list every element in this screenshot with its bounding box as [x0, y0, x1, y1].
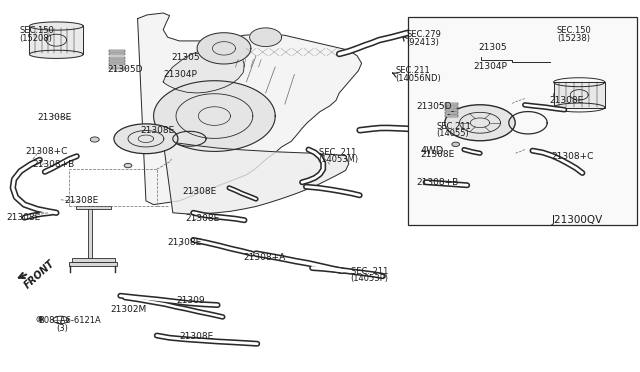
Text: (15238): (15238): [557, 34, 590, 43]
Text: SEC.279: SEC.279: [406, 30, 441, 39]
Bar: [408, 17, 637, 225]
Ellipse shape: [452, 142, 460, 147]
Ellipse shape: [29, 50, 83, 58]
Text: 21308E: 21308E: [182, 187, 217, 196]
Text: (15208): (15208): [19, 34, 52, 43]
Bar: [445, 103, 458, 105]
Text: 21308E: 21308E: [420, 150, 455, 159]
Text: SEC. 211: SEC. 211: [319, 148, 356, 157]
Text: (3): (3): [56, 324, 68, 333]
Text: 21308E: 21308E: [186, 214, 220, 223]
Text: 21309: 21309: [176, 296, 205, 305]
Bar: [69, 262, 117, 266]
Bar: [29, 26, 83, 54]
Text: B: B: [37, 317, 42, 322]
Bar: [88, 206, 92, 262]
Text: 21305D: 21305D: [108, 65, 143, 74]
Text: (14056ND): (14056ND): [396, 74, 441, 83]
Text: 21302M: 21302M: [110, 305, 147, 314]
Text: 21308E: 21308E: [168, 238, 202, 247]
Text: 21308E: 21308E: [64, 196, 99, 205]
Polygon shape: [138, 13, 362, 205]
Bar: [445, 112, 458, 114]
Text: J21300QV: J21300QV: [552, 215, 603, 225]
Polygon shape: [554, 82, 605, 108]
Text: (14053P): (14053P): [351, 275, 388, 283]
Text: 21305D: 21305D: [416, 102, 451, 110]
Polygon shape: [163, 141, 349, 214]
Text: 21308E: 21308E: [179, 332, 214, 341]
Text: 21308E: 21308E: [37, 113, 72, 122]
Text: 21304P: 21304P: [164, 70, 198, 79]
Text: SEC.211: SEC.211: [396, 66, 430, 75]
Bar: [109, 67, 125, 69]
Ellipse shape: [114, 124, 178, 154]
Text: 21308E: 21308E: [6, 213, 41, 222]
Text: (14053M): (14053M): [319, 155, 359, 164]
Text: (92413): (92413): [406, 38, 439, 47]
Text: 21308E: 21308E: [141, 126, 175, 135]
Text: FRONT: FRONT: [22, 259, 57, 291]
Text: SEC.211: SEC.211: [436, 122, 471, 131]
Text: 21305: 21305: [479, 43, 508, 52]
Text: 21308+A: 21308+A: [243, 253, 285, 262]
Text: SEC. 211: SEC. 211: [351, 267, 388, 276]
Bar: [445, 109, 458, 111]
Bar: [445, 115, 458, 117]
Bar: [109, 63, 125, 65]
Ellipse shape: [445, 105, 515, 141]
Polygon shape: [197, 33, 251, 64]
Text: 4WD: 4WD: [420, 146, 444, 155]
Ellipse shape: [124, 163, 132, 168]
Ellipse shape: [554, 86, 605, 104]
Text: 21308E: 21308E: [549, 96, 584, 105]
Bar: [109, 53, 125, 55]
Polygon shape: [154, 81, 275, 151]
Bar: [109, 57, 125, 59]
Polygon shape: [250, 28, 282, 46]
Text: 21304P: 21304P: [474, 62, 508, 71]
Polygon shape: [163, 48, 244, 93]
Text: SEC.150: SEC.150: [557, 26, 591, 35]
Bar: [76, 206, 111, 209]
Text: 21308+B: 21308+B: [416, 178, 458, 187]
Text: 21305: 21305: [172, 53, 200, 62]
Text: 21308+B: 21308+B: [32, 160, 74, 169]
Text: 21308+C: 21308+C: [26, 147, 68, 156]
Text: (14055): (14055): [436, 129, 469, 138]
Bar: [109, 60, 125, 62]
Text: B081A6-6121A: B081A6-6121A: [38, 316, 101, 325]
Ellipse shape: [90, 137, 99, 142]
Bar: [72, 258, 115, 262]
Text: 21308+C: 21308+C: [552, 153, 594, 161]
Bar: [445, 106, 458, 108]
Ellipse shape: [29, 22, 83, 30]
Text: SEC.150: SEC.150: [19, 26, 54, 35]
Bar: [109, 50, 125, 52]
